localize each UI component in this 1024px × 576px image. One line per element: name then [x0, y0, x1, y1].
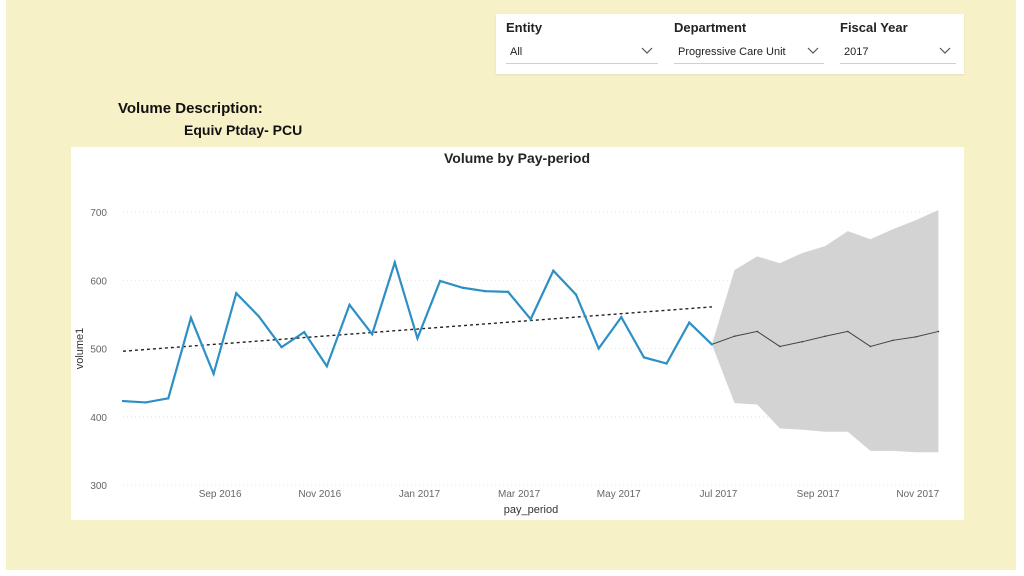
forecast-point: [824, 335, 826, 338]
data-point: [665, 362, 668, 365]
fiscal-year-dropdown[interactable]: 2017: [840, 42, 956, 64]
y-tick-label: 500: [90, 345, 107, 356]
confidence-band: [711, 209, 939, 453]
volume-description-value: Equiv Ptday- PCU: [184, 122, 303, 138]
x-tick-label: Nov 2017: [896, 489, 939, 500]
data-point: [257, 315, 261, 318]
forecast-point: [869, 345, 872, 348]
data-point: [710, 343, 714, 346]
chart-title: Volume by Pay-period: [444, 150, 590, 166]
forecast-point: [892, 339, 894, 342]
x-tick-label: Jul 2017: [700, 489, 738, 500]
forecast-point: [937, 330, 940, 333]
x-tick-label: Sep 2016: [199, 489, 242, 500]
data-point: [370, 332, 374, 336]
x-tick-label: Jan 2017: [399, 489, 441, 500]
data-point: [461, 286, 464, 289]
x-tick-label: May 2017: [597, 489, 641, 500]
data-point: [189, 316, 193, 319]
volume-chart: Volume by Pay-period 300 400 500 600 700 Sep 2…: [71, 147, 964, 520]
department-label: Department: [674, 20, 747, 35]
forecast-point: [801, 340, 804, 343]
trend-line: [122, 306, 712, 352]
fiscal-year-label: Fiscal Year: [840, 20, 908, 35]
forecast-point: [847, 330, 849, 333]
volume-description-label: Volume Description:: [118, 100, 263, 117]
department-slicer: Department Progressive Care Unit: [674, 14, 826, 74]
data-point: [506, 290, 510, 294]
chevron-down-icon: [939, 47, 951, 54]
y-axis-label: volume1: [74, 328, 86, 370]
data-point: [121, 399, 125, 403]
data-point: [280, 345, 283, 349]
data-point: [348, 303, 351, 307]
report-canvas: Entity All Department Progressive Care U…: [6, 0, 1016, 570]
data-point: [416, 337, 419, 340]
x-tick-label: Mar 2017: [498, 489, 541, 500]
data-point: [552, 269, 555, 272]
entity-slicer: Entity All: [506, 14, 666, 74]
entity-value: All: [510, 46, 523, 58]
data-point: [393, 261, 396, 264]
chevron-down-icon: [641, 47, 653, 54]
chevron-down-icon: [807, 47, 819, 54]
entity-label: Entity: [506, 20, 543, 35]
data-point: [235, 292, 238, 295]
fiscal-year-value: 2017: [844, 46, 869, 58]
forecast-point: [779, 345, 781, 348]
data-point: [529, 317, 532, 321]
fiscal-year-slicer: Fiscal Year 2017: [840, 14, 958, 74]
department-dropdown[interactable]: Progressive Care Unit: [674, 42, 824, 64]
actual-line: [122, 258, 713, 404]
data-point: [642, 356, 646, 359]
data-point: [597, 347, 600, 350]
forecast-point: [756, 330, 758, 333]
data-point: [144, 401, 147, 404]
data-point: [167, 397, 170, 400]
entity-dropdown[interactable]: All: [506, 42, 658, 64]
filter-panel: Entity All Department Progressive Care U…: [496, 14, 964, 74]
department-value: Progressive Care Unit: [678, 46, 786, 58]
x-axis-label: pay_period: [504, 504, 558, 516]
forecast-point: [733, 335, 736, 338]
data-point: [212, 372, 215, 375]
y-tick-label: 600: [90, 276, 107, 287]
y-tick-label: 700: [90, 208, 107, 219]
forecast-point: [914, 336, 917, 338]
data-point: [325, 365, 329, 368]
data-point: [574, 293, 578, 296]
data-point: [438, 279, 442, 283]
chart-svg: Volume by Pay-period 300 400 500 600 700 Sep 2…: [74, 150, 940, 516]
y-tick-label: 400: [90, 413, 107, 424]
data-point: [688, 321, 691, 324]
data-point: [620, 315, 623, 319]
x-tick-label: Sep 2017: [797, 489, 840, 500]
x-tick-label: Nov 2016: [298, 489, 341, 500]
data-point: [303, 330, 306, 334]
data-point: [484, 289, 487, 293]
y-tick-label: 300: [90, 481, 107, 492]
